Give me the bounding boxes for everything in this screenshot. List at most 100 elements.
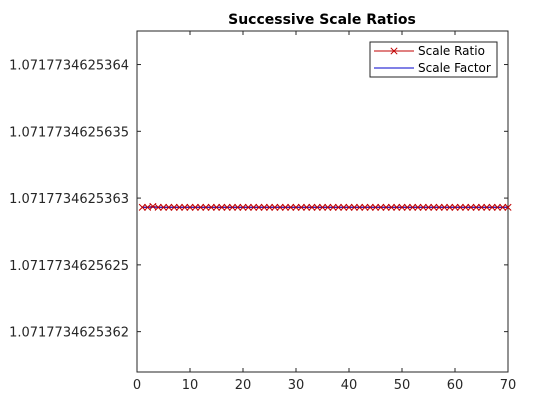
data-point-scale-ratio <box>446 203 454 211</box>
axes-layer: 0 10 20 30 40 50 60 70 1.0717734625362 1.07177346… <box>9 31 516 393</box>
data-point-scale-ratio <box>340 203 348 211</box>
marker-stroke <box>424 203 433 211</box>
marker-stroke <box>260 203 268 211</box>
marker-stroke <box>430 203 438 211</box>
marker-stroke <box>244 203 252 211</box>
marker-stroke <box>435 203 443 211</box>
data-point-scale-ratio <box>170 203 178 211</box>
marker-stroke <box>303 203 311 211</box>
marker-stroke <box>472 203 480 211</box>
data-point-scale-ratio <box>424 203 433 211</box>
marker-stroke <box>483 203 491 211</box>
data-point-scale-ratio <box>138 203 146 211</box>
data-point-scale-ratio <box>175 203 183 211</box>
data-point-scale-ratio <box>371 203 380 211</box>
data-point-scale-ratio <box>223 203 231 211</box>
marker-stroke <box>308 203 316 211</box>
marker-stroke <box>191 203 199 211</box>
marker-stroke <box>451 203 459 211</box>
data-point-scale-ratio <box>414 203 422 211</box>
marker-stroke <box>170 203 178 211</box>
marker-stroke <box>504 203 512 211</box>
marker-stroke <box>345 203 353 211</box>
data-point-scale-ratio <box>329 203 337 211</box>
data-point-scale-ratio <box>154 203 162 211</box>
x-tick-label: 50 <box>394 378 411 393</box>
data-point-scale-ratio <box>382 203 390 211</box>
x-tick-label: 0 <box>133 378 141 393</box>
marker-stroke <box>212 203 221 211</box>
marker-stroke <box>197 203 205 211</box>
marker-stroke <box>467 203 475 211</box>
marker-stroke <box>159 203 168 211</box>
marker-stroke <box>446 203 454 211</box>
data-point-scale-ratio <box>313 203 321 211</box>
y-tick-label: 1.0717734625363 <box>9 192 129 207</box>
data-point-scale-ratio <box>483 203 491 211</box>
data-point-scale-ratio <box>228 203 236 211</box>
data-point-scale-ratio <box>318 203 327 211</box>
marker-stroke <box>488 203 496 211</box>
marker-stroke <box>318 203 327 211</box>
series-layer <box>138 202 512 211</box>
marker-stroke <box>493 203 501 211</box>
data-point-scale-ratio <box>234 203 242 211</box>
data-point-scale-ratio <box>462 203 470 211</box>
data-point-scale-ratio <box>377 203 385 211</box>
data-point-scale-ratio <box>244 203 252 211</box>
x-tick-label: 20 <box>235 378 252 393</box>
data-point-scale-ratio <box>393 203 401 211</box>
data-point-scale-ratio <box>430 203 438 211</box>
marker-stroke <box>239 203 247 211</box>
marker-stroke <box>292 203 300 211</box>
legend: Scale Ratio Scale Factor <box>369 41 498 78</box>
data-point-scale-ratio <box>181 203 189 211</box>
x-tick-label: 30 <box>288 378 305 393</box>
data-point-scale-ratio <box>202 203 210 211</box>
data-point-scale-ratio <box>419 203 427 211</box>
y-tick-label: 1.0717734625362 <box>9 326 129 341</box>
data-point-scale-ratio <box>212 203 221 211</box>
marker-stroke <box>250 203 258 211</box>
y-tick-label: 1.0717734625635 <box>9 125 129 140</box>
data-point-scale-ratio <box>361 203 369 211</box>
marker-stroke <box>165 203 173 211</box>
legend-marker-stroke <box>390 47 398 55</box>
chart-title: Successive Scale Ratios <box>228 12 416 28</box>
marker-stroke <box>175 203 183 211</box>
data-point-scale-ratio <box>165 203 173 211</box>
marker-stroke <box>324 203 332 211</box>
data-point-scale-ratio <box>409 203 417 211</box>
marker-stroke <box>356 203 364 211</box>
data-point-scale-ratio <box>191 203 199 211</box>
marker-stroke <box>377 203 385 211</box>
data-point-scale-ratio <box>435 203 443 211</box>
data-point-scale-ratio <box>218 203 226 211</box>
data-point-scale-ratio <box>297 203 305 211</box>
marker-stroke <box>186 203 194 211</box>
marker-stroke <box>371 203 380 211</box>
marker-stroke <box>393 203 401 211</box>
data-point-scale-ratio <box>197 203 205 211</box>
marker-stroke <box>234 203 242 211</box>
x-tick-label: 40 <box>341 378 358 393</box>
marker-stroke <box>403 203 411 211</box>
legend-label-scale-ratio: Scale Ratio <box>418 44 485 58</box>
data-point-scale-ratio <box>255 203 263 211</box>
data-point-scale-ratio <box>287 203 295 211</box>
marker-stroke <box>477 203 486 211</box>
data-point-scale-ratio <box>324 203 332 211</box>
marker-stroke <box>265 203 274 211</box>
data-point-scale-ratio <box>334 203 342 211</box>
plot-area <box>136 30 509 373</box>
marker-stroke <box>271 203 279 211</box>
marker-stroke <box>313 203 321 211</box>
data-point-scale-ratio <box>260 203 268 211</box>
marker-stroke <box>297 203 305 211</box>
marker-stroke <box>144 203 152 211</box>
marker-stroke <box>154 203 162 211</box>
data-point-scale-ratio <box>276 203 284 211</box>
data-point-scale-ratio <box>467 203 475 211</box>
data-point-scale-ratio <box>239 203 247 211</box>
